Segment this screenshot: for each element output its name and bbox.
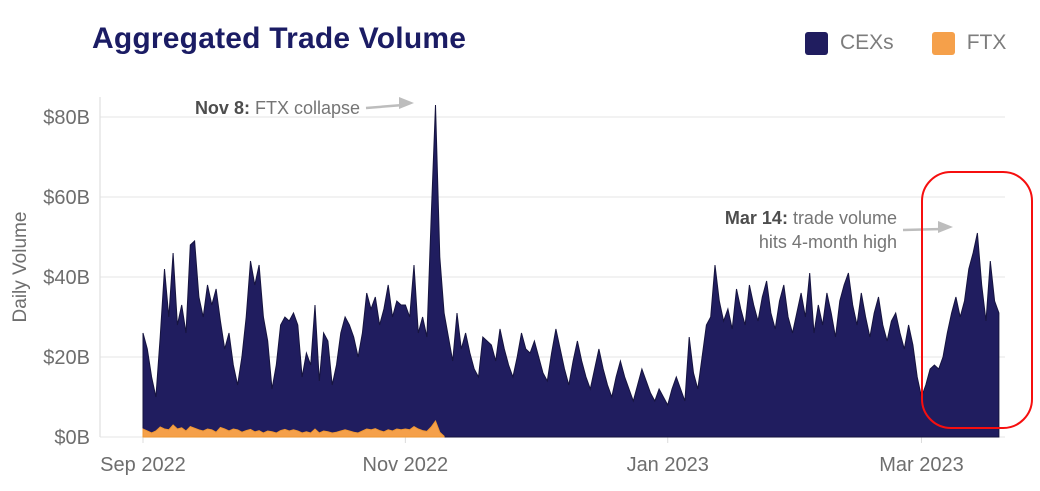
x-tick-label: Jan 2023 [627,454,709,476]
annotation-4-month-high-date: Mar 14: [724,208,788,228]
annotation-4-month-high-text-line2: hits 4-month high [758,232,897,252]
y-tick-label: $80B [43,107,90,129]
annotation-ftx-collapse-date: Nov 8: [194,98,250,118]
y-tick-label: $40B [43,267,90,289]
legend: CEXs FTX [805,31,1006,55]
y-tick-label: $0B [54,427,90,449]
cexs-swatch-icon [805,31,828,55]
x-tick-label: Mar 2023 [879,454,964,476]
chart-title: Aggregated Trade Volume [92,22,467,55]
ftx-area-series [142,419,445,438]
ftx-swatch-icon [931,31,955,55]
x-tick-label: Sep 2022 [100,454,186,476]
x-tick-label: Nov 2022 [363,454,449,476]
legend-item-ftx: FTX [931,31,1007,55]
annotation-arrow-icon [399,97,414,109]
y-tick-label: $60B [43,187,90,209]
cexs-area-series [142,104,1000,438]
annotation-ftx-collapse-text: FTX collapse [249,98,360,118]
annotation-arrow-icon [938,221,953,233]
annotation-4-month-high-text: trade volume [787,208,897,228]
y-tick-label: $20B [43,347,90,369]
legend-item-cexs: CEXs [805,31,894,55]
annotation-ftx-collapse: Nov 8: FTX collapse [195,96,360,120]
annotation-4-month-high: Mar 14: trade volume hits 4-month high [725,206,897,254]
legend-label-ftx: FTX [966,31,1007,54]
legend-label-cexs: CEXs [840,31,894,54]
